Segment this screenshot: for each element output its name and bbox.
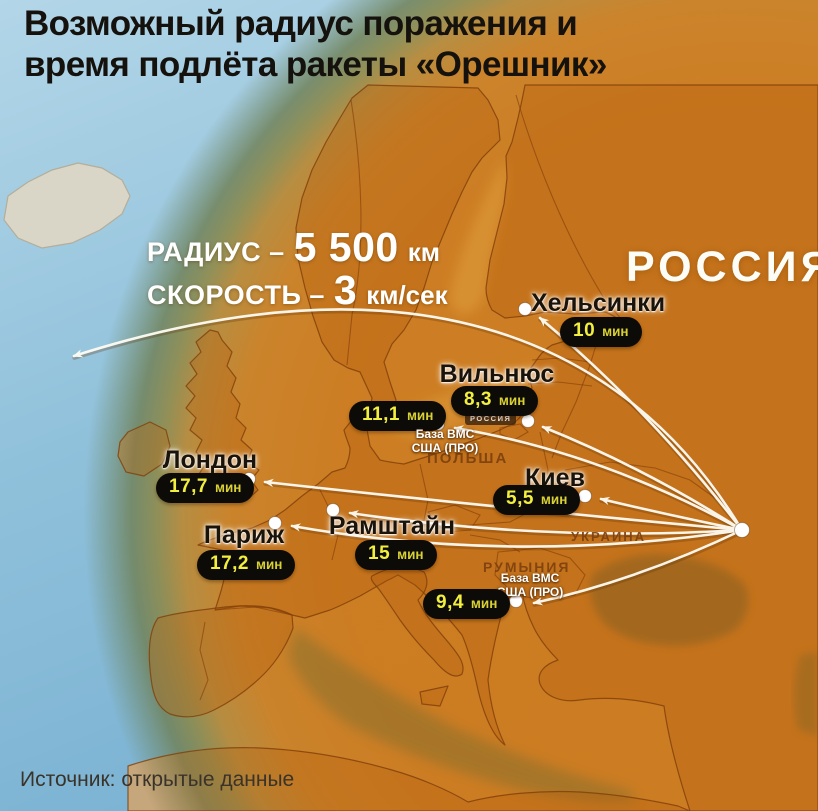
- time-unit: мин: [470, 596, 498, 611]
- base-label-line-1: База ВМС: [415, 427, 475, 441]
- time-badge-london: 17,7 мин: [156, 473, 255, 503]
- label-russia: РОССИЯ: [626, 243, 818, 291]
- base-label-romania: База ВМС США (ПРО): [488, 571, 572, 600]
- speed-unit: км/сек: [366, 280, 448, 310]
- time-unit: мин: [406, 408, 434, 423]
- missile-specs: РАДИУС – 5 500 км СКОРОСТЬ – 3 км/сек: [147, 224, 448, 314]
- time-badge-romania-base: 9,4 мин: [423, 589, 511, 619]
- city-label-ramstein: Рамштайн: [328, 512, 456, 540]
- ray-kyiv: [599, 496, 744, 532]
- time-badge-ramstein: 15 мин: [355, 540, 437, 570]
- time-unit: мин: [214, 480, 242, 495]
- gulf-of-bothnia: [448, 160, 508, 315]
- time-value: 9,4: [436, 592, 464, 613]
- city-label-vilnius: Вильнюс: [439, 360, 555, 388]
- radius-unit: км: [407, 237, 440, 267]
- radius-label: РАДИУС –: [147, 237, 285, 267]
- dot-vilnius: [521, 414, 535, 428]
- ray-paris: [290, 523, 744, 548]
- spec-radius: РАДИУС – 5 500 км: [147, 224, 448, 271]
- dot-ramstein: [326, 503, 340, 517]
- dot-paris: [268, 516, 282, 530]
- ray-romania-base: [532, 528, 744, 606]
- label-romania: РУМЫНИЯ: [483, 559, 571, 575]
- time-value: 11,1: [362, 404, 400, 425]
- time-value: 17,7: [169, 476, 208, 497]
- speed-label: СКОРОСТЬ –: [147, 280, 325, 310]
- base-label-line-2: США (ПРО): [496, 584, 564, 599]
- base-label-line-2: США (ПРО): [411, 440, 479, 455]
- city-label-london: Лондон: [162, 446, 258, 474]
- infographic-title: Возможный радиус поражения и время подлё…: [24, 4, 804, 86]
- time-unit: мин: [397, 547, 424, 562]
- radius-arc-arrow: [72, 308, 744, 532]
- city-label-paris: Париж: [203, 521, 285, 549]
- time-value: 5,5: [506, 488, 534, 509]
- time-badge-kyiv: 5,5 мин: [493, 485, 581, 515]
- base-label-line-1: База ВМС: [500, 571, 560, 585]
- label-ukraine: УКРАИНА: [571, 529, 647, 544]
- time-unit: мин: [602, 324, 629, 339]
- target-dots: [242, 302, 750, 608]
- time-value: 15: [368, 543, 391, 564]
- time-unit: мин: [498, 393, 526, 408]
- time-unit: мин: [540, 492, 568, 507]
- missile-rays: [72, 308, 744, 606]
- time-value: 10: [573, 320, 596, 341]
- time-badge-paris: 17,2 мин: [197, 550, 296, 580]
- speed-value: 3: [333, 267, 358, 313]
- time-badge-vilnius: 8,3 мин: [451, 386, 539, 416]
- dot-helsinki: [518, 302, 532, 316]
- radius-value: 5 500: [293, 224, 399, 270]
- source-label: Источник: открытые данные: [20, 768, 295, 791]
- label-poland: ПОЛЬША: [427, 450, 509, 467]
- time-badge-helsinki: 10 мин: [560, 317, 642, 347]
- title-line-1: Возможный радиус поражения и: [24, 4, 578, 43]
- spec-speed: СКОРОСТЬ – 3 км/сек: [147, 267, 448, 314]
- mediterranean-sea: [288, 628, 637, 804]
- ray-vilnius: [541, 425, 744, 532]
- launch-origin-point: [734, 522, 750, 538]
- ray-ramstein: [348, 510, 744, 535]
- time-value: 17,2: [210, 553, 249, 574]
- time-badge-poland-base: 11,1 мин: [349, 401, 447, 431]
- time-unit: мин: [255, 557, 283, 572]
- ray-poland-base: [453, 425, 744, 532]
- base-label-poland: База ВМС США (ПРО): [400, 427, 490, 456]
- time-value: 8,3: [464, 389, 492, 410]
- title-line-2: время подлёта ракеты «Орешник»: [24, 44, 607, 84]
- city-label-helsinki: Хельсинки: [531, 289, 666, 317]
